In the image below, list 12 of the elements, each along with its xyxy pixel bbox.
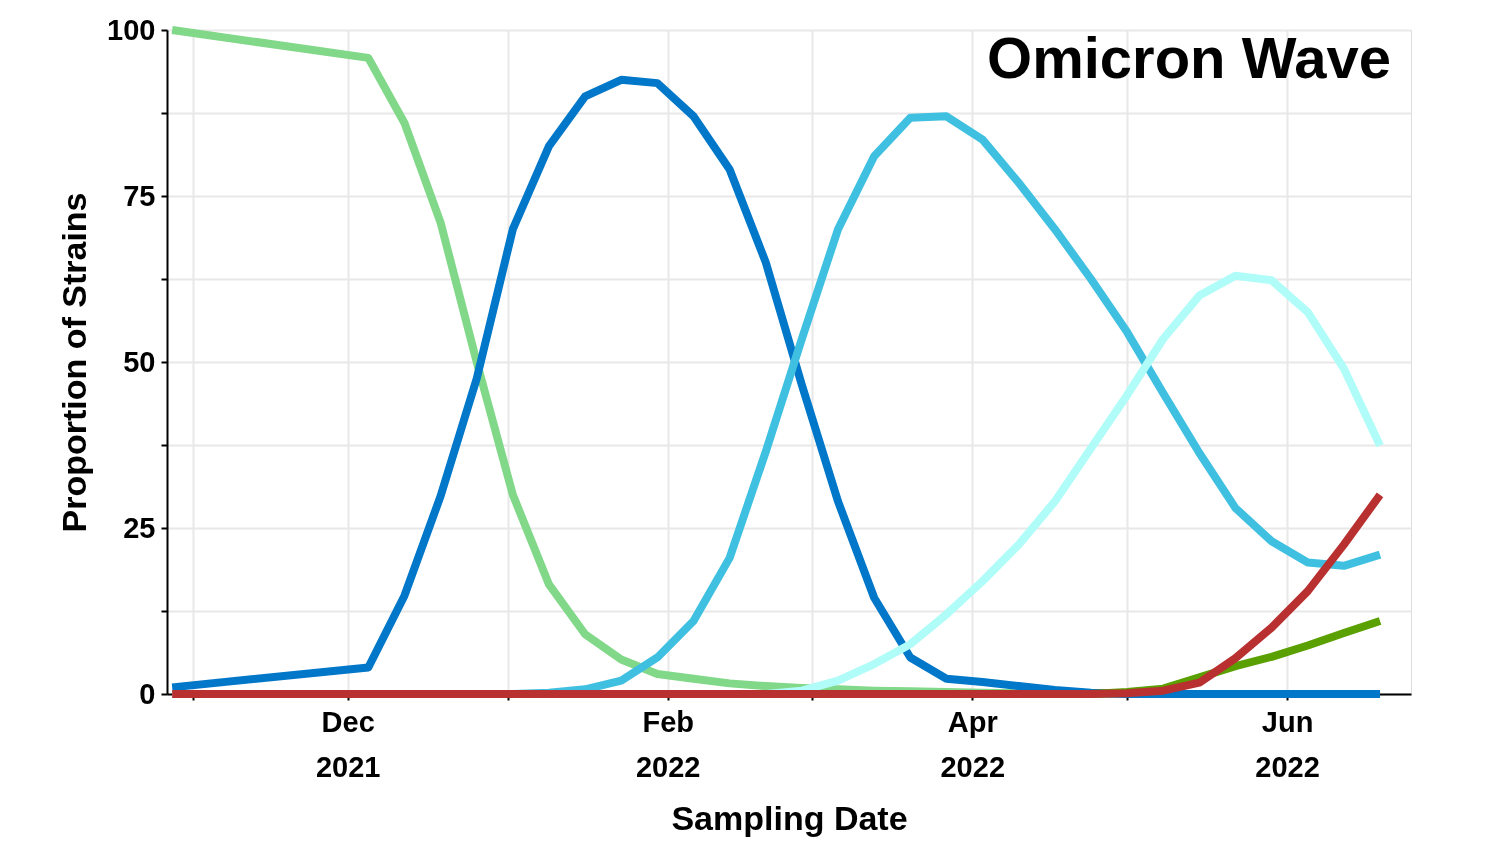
y-tick-label: 75 [123, 179, 156, 212]
x-tick-label: Apr 2022 [940, 705, 1005, 783]
x-tick-label: Dec 2021 [315, 705, 381, 783]
x-axis-title: Sampling Date [671, 798, 908, 837]
chart-title: Omicron Wave [987, 25, 1391, 90]
y-tick-label: 0 [139, 677, 156, 710]
y-tick-label: 50 [123, 345, 156, 378]
y-tick-label: 100 [107, 13, 156, 46]
y-axis-title: Proportion of Strains [55, 192, 94, 533]
x-tick-label: Jun 2022 [1255, 705, 1320, 783]
y-tick-label: 25 [123, 511, 156, 544]
x-tick-label: Feb 2022 [635, 705, 701, 783]
